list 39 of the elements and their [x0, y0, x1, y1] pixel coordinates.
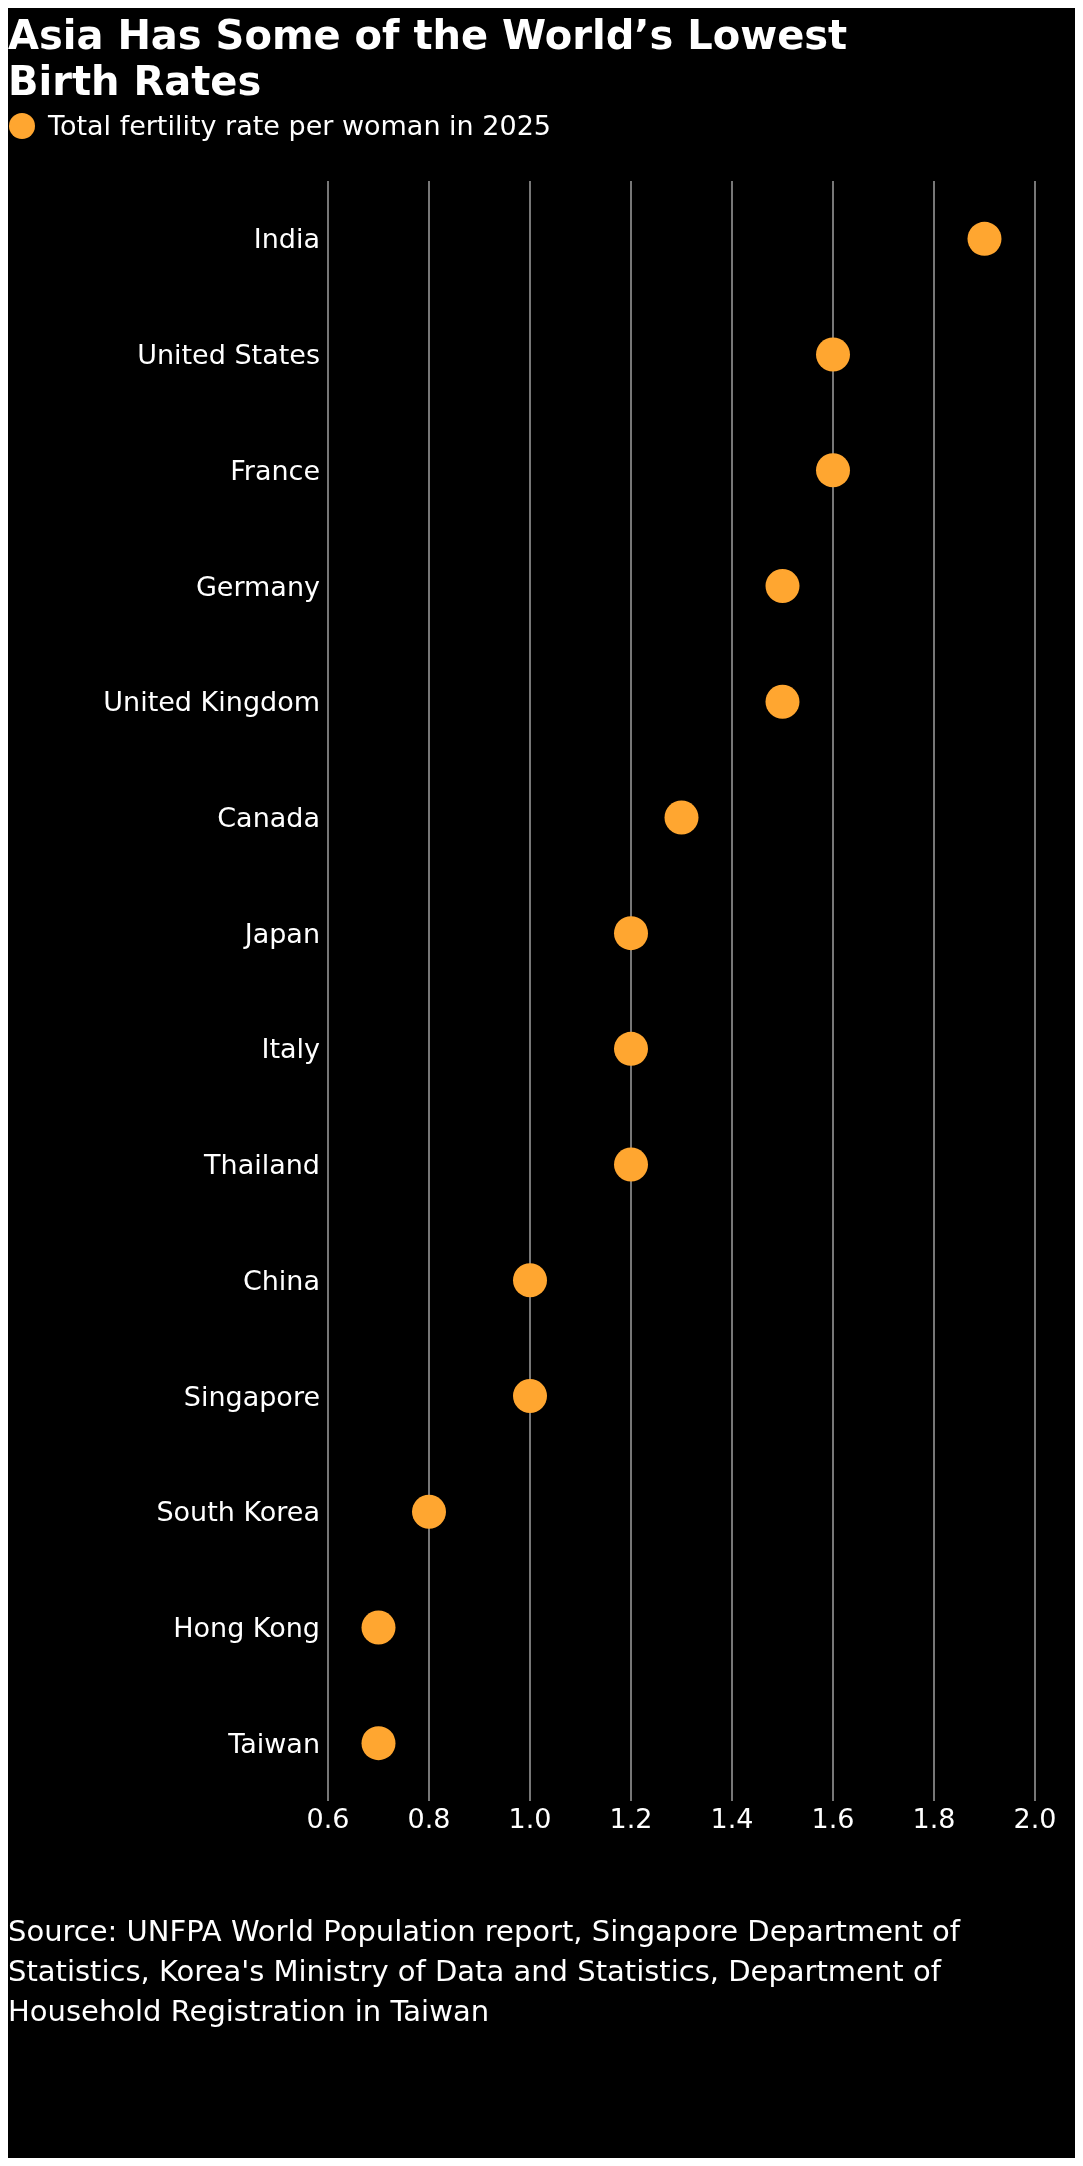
y-tick-label: Singapore	[183, 1380, 320, 1412]
x-tick-label: 1.8	[912, 1803, 956, 1835]
y-tick-label: South Korea	[156, 1496, 320, 1528]
point	[614, 916, 648, 951]
y-tick-label: United Kingdom	[103, 686, 320, 718]
point	[513, 1379, 547, 1413]
y-tick-label: Germany	[195, 570, 321, 602]
y-tick-label: Canada	[217, 802, 320, 834]
x-tick-label: 0.6	[306, 1803, 350, 1835]
point	[816, 337, 850, 372]
point	[361, 1610, 396, 1645]
point	[513, 1263, 547, 1298]
y-tick-label: United States	[137, 339, 320, 371]
y-tick-label: China	[242, 1264, 320, 1296]
x-tick-label: 0.8	[407, 1803, 451, 1835]
point	[765, 684, 800, 719]
point	[816, 453, 850, 488]
x-tick-label: 1.4	[710, 1803, 754, 1835]
y-tick-label: France	[230, 454, 320, 486]
x-tick-label: 1.2	[609, 1803, 653, 1835]
legend-label: Total fertility rate per woman in 2025	[48, 110, 552, 141]
point	[614, 1147, 648, 1182]
source-note: Source: UNFPA World Population report, Singapore Department of Statistics, Korea's Ministry of Data and Statistics, Department of Household Registration in Taiwan	[8, 1913, 962, 2030]
y-tick-label: Taiwan	[227, 1727, 320, 1759]
point	[361, 1726, 396, 1761]
y-tick-label: Thailand	[203, 1149, 320, 1181]
y-tick-label: Italy	[261, 1033, 321, 1065]
chart-title: Asia Has Some of the World’s Lowest Birth Rates	[8, 11, 849, 104]
point	[967, 221, 1002, 256]
y-tick-label: India	[253, 223, 320, 255]
point	[664, 800, 699, 835]
x-tick-label: 1.6	[811, 1803, 855, 1835]
y-tick-label: Hong Kong	[173, 1612, 320, 1644]
point	[614, 1031, 648, 1066]
y-tick-label: Japan	[242, 917, 320, 949]
x-tick-label: 1.0	[508, 1803, 552, 1835]
point	[412, 1494, 446, 1529]
point	[765, 569, 800, 603]
x-tick-label: 2.0	[1013, 1803, 1057, 1835]
